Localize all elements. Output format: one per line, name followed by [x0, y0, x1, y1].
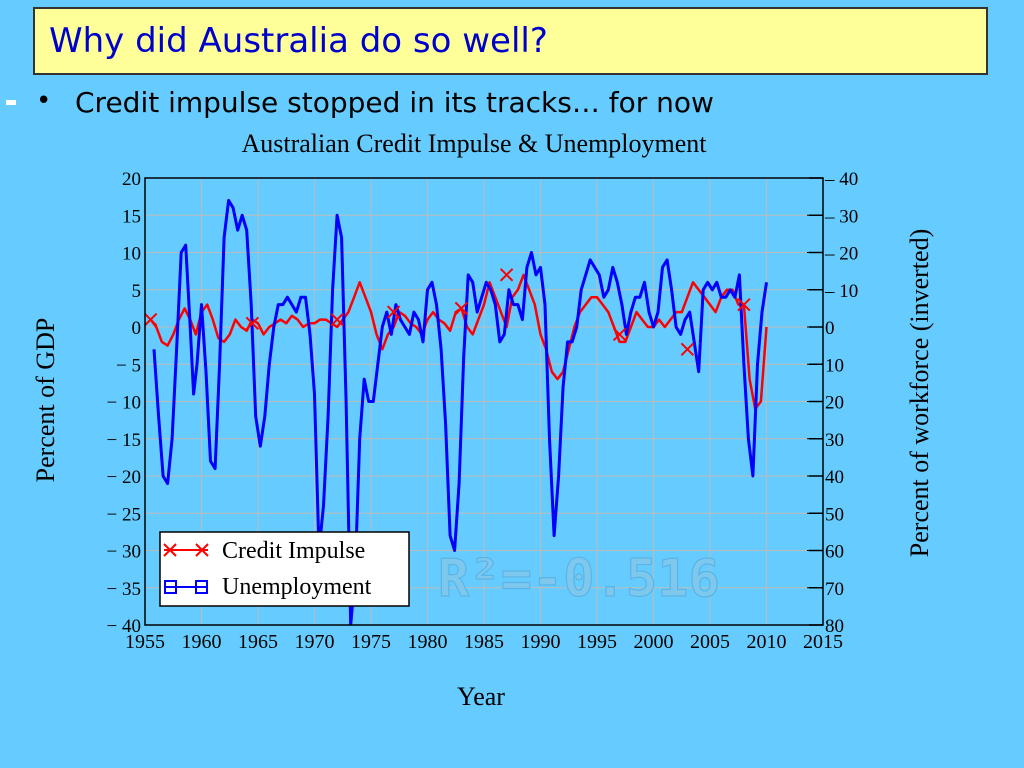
credit-impulse-marker: [612, 327, 627, 342]
series-group: [145, 198, 768, 625]
y-tick-label-left: − 25: [107, 504, 141, 525]
x-tick-label: 1965: [238, 631, 278, 653]
credit-impulse-marker: [386, 305, 401, 319]
y-tick-label-right: 10: [825, 355, 844, 376]
legend-unemployment-marker-b: [195, 580, 208, 594]
credit-impulse-marker: [737, 297, 751, 312]
y-tick-label-right: 30: [825, 430, 844, 451]
x-tick-label: 1960: [182, 631, 222, 653]
y-tick-label-left: 10: [122, 244, 141, 265]
y-tick-label-left: 15: [122, 206, 141, 227]
y-axis-left-label: Percent of GDP: [31, 318, 60, 483]
y-tick-label-left: − 20: [107, 467, 141, 488]
y-tick-label-right: – 10: [824, 281, 858, 302]
y-tick-label-left: 20: [122, 169, 141, 190]
y-tick-label-right: – 30: [824, 206, 858, 227]
credit-impulse-marker: [330, 312, 344, 327]
legend-credit-label: Credit Impulse: [222, 538, 365, 564]
y-axis-right-label: Percent of workforce (inverted): [905, 229, 934, 557]
y-tick-label-left: − 5: [116, 355, 141, 376]
y-tick-label-right: – 20: [824, 244, 858, 265]
slide-marker-icon: [6, 100, 16, 105]
x-tick-label: 2010: [747, 631, 787, 653]
legend-unemployment-marker-a: [164, 580, 177, 594]
y-tick-label-right: 20: [825, 393, 844, 414]
x-tick-label: 2015: [803, 631, 843, 653]
x-tick-label: 1985: [464, 631, 504, 653]
x-tick-label: 1975: [351, 631, 391, 653]
y-tick-label-left: 0: [132, 318, 142, 339]
x-tick-label: 1995: [577, 631, 617, 653]
y-tick-label-right: 80: [825, 616, 844, 637]
x-tick-label: 2005: [690, 631, 730, 653]
credit-impulse-marker: [680, 342, 695, 357]
series-line-unemployment: [152, 198, 768, 625]
y-tick-label-right: 60: [825, 542, 844, 563]
title-box: Why did Australia do so well?: [33, 7, 988, 75]
legend-unemployment-label: Unemployment: [222, 574, 372, 600]
chart-title: Australian Credit Impulse & Unemployment: [241, 129, 707, 158]
bullet-row: • Credit impulse stopped in its tracks… …: [0, 82, 1024, 126]
y-tick-label-left: − 40: [107, 616, 141, 637]
y-tick-label-left: 5: [132, 281, 142, 302]
y-tick-label-right: 40: [825, 467, 844, 488]
credit-impulse-marker: [145, 312, 158, 327]
y-tick-label-right: 70: [825, 579, 844, 600]
x-tick-label: 1980: [408, 631, 448, 653]
y-tick-label-right: 0: [825, 318, 835, 339]
y-tick-label-right: – 40: [824, 169, 858, 190]
y-tick-label-left: − 10: [107, 393, 141, 414]
slide-title: Why did Australia do so well?: [49, 21, 548, 61]
credit-impulse-marker: [454, 301, 469, 316]
credit-impulse-marker: [499, 268, 514, 282]
bullet-symbol: •: [36, 86, 52, 116]
x-tick-label: 1970: [295, 631, 335, 653]
credit-impulse-marker: [245, 316, 260, 330]
x-tick-label: 1955: [125, 631, 165, 653]
x-tick-label: 1990: [521, 631, 561, 653]
x-axis-label: Year: [457, 682, 505, 711]
y-tick-label-left: − 35: [107, 579, 141, 600]
y-tick-label-left: − 15: [107, 430, 141, 451]
legend: Credit Impulse Unemployment: [159, 531, 410, 607]
y-tick-label-left: − 30: [107, 542, 141, 563]
x-tick-label: 2000: [634, 631, 674, 653]
y-tick-label-right: 50: [825, 504, 844, 525]
legend-credit-marker: [163, 543, 209, 557]
r-squared-annotation: R²=-0.516: [438, 549, 720, 609]
bullet-text: Credit impulse stopped in its tracks… fo…: [75, 86, 714, 119]
